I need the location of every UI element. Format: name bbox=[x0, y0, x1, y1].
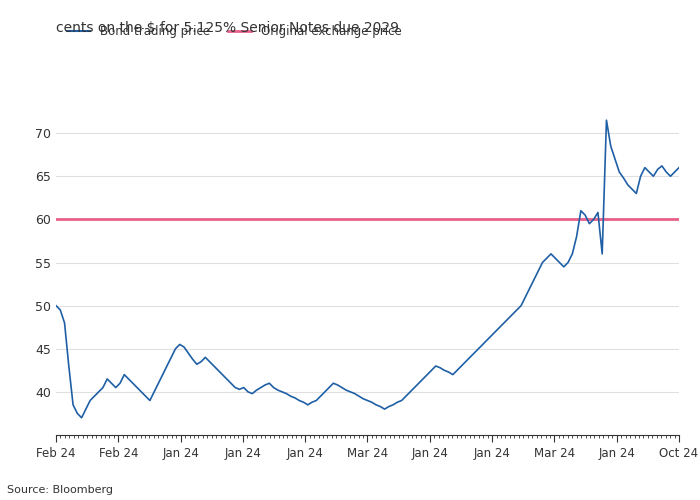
Legend: Bond trading price, Original exchange price: Bond trading price, Original exchange pr… bbox=[62, 20, 406, 42]
Text: cents on the $ for 5.125% Senior Notes due 2029: cents on the $ for 5.125% Senior Notes d… bbox=[56, 21, 399, 35]
Text: Source: Bloomberg: Source: Bloomberg bbox=[7, 485, 113, 495]
